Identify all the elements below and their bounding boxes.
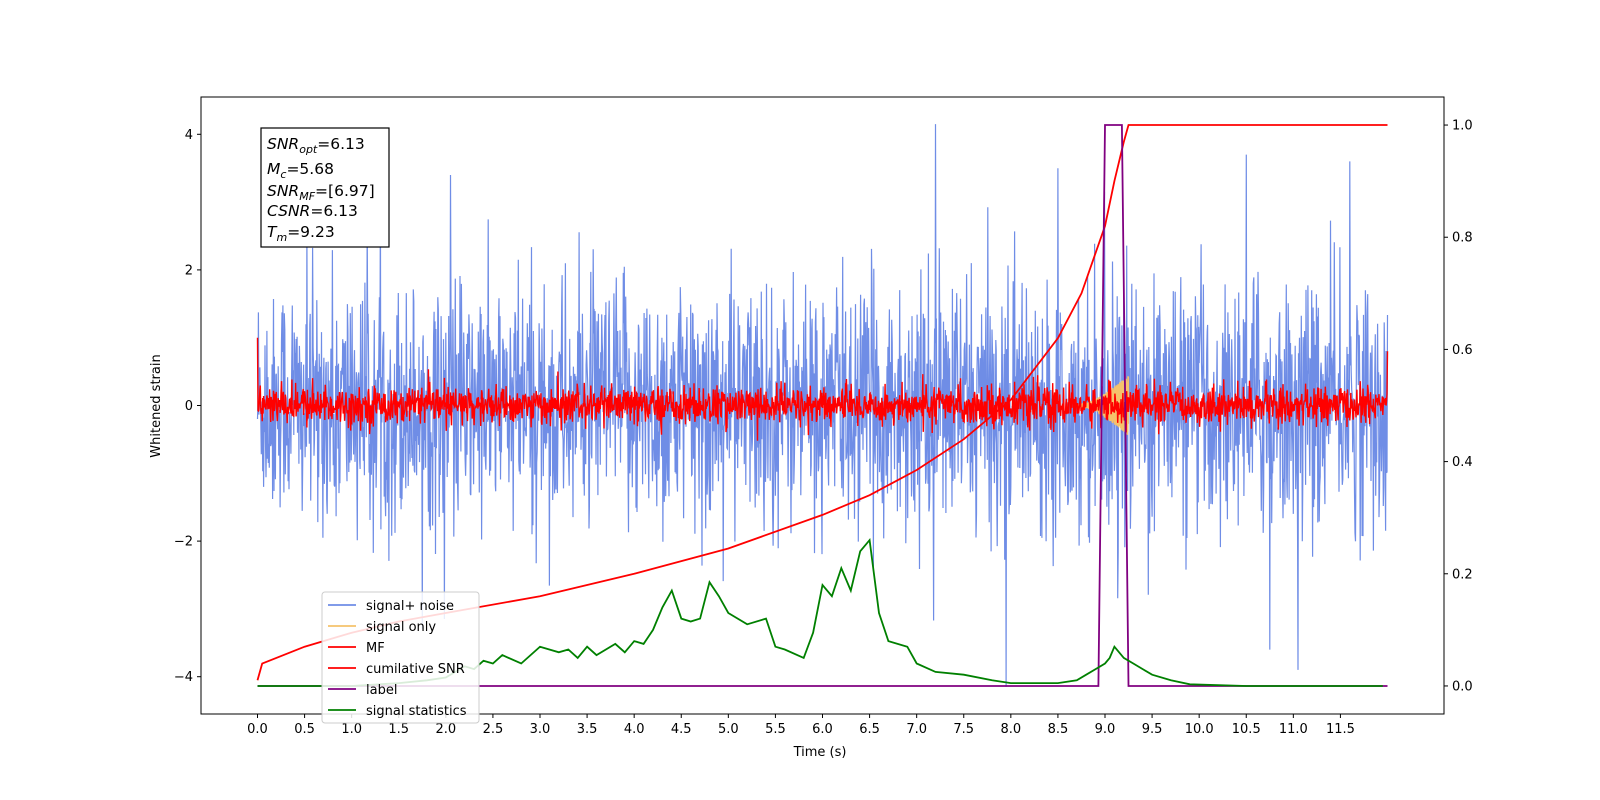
y-tick-label: −2 xyxy=(174,535,193,550)
x-tick-label: 6.5 xyxy=(859,722,880,737)
y-tick-label: 4 xyxy=(185,128,193,143)
legend-item-signal-statistics: signal statistics xyxy=(328,704,467,719)
legend-item-label: label xyxy=(328,683,397,698)
y2-tick-label: 0.6 xyxy=(1452,343,1473,358)
legend-label: MF xyxy=(366,641,385,656)
legend-label: signal+ noise xyxy=(366,599,454,614)
x-tick-label: 6.0 xyxy=(812,722,833,737)
y-axis-label: Whitened strain xyxy=(149,354,164,457)
x-tick-label: 5.0 xyxy=(718,722,739,737)
x-tick-label: 1.5 xyxy=(388,722,409,737)
legend: signal+ noise signal only MF cumilative … xyxy=(321,591,480,724)
y2-tick-label: 0.2 xyxy=(1452,567,1473,582)
x-tick-label: 7.0 xyxy=(906,722,927,737)
x-tick-label: 1.0 xyxy=(341,722,362,737)
x-tick-label: 2.5 xyxy=(483,722,504,737)
legend-box xyxy=(321,591,480,724)
annotation-mc: Mc=5.68 xyxy=(267,160,334,181)
series-mf xyxy=(256,337,1389,441)
x-tick-label: 3.5 xyxy=(577,722,598,737)
x-tick-label: 0.0 xyxy=(247,722,268,737)
legend-item-signal-noise: signal+ noise xyxy=(328,599,454,614)
x-axis: 0.0 0.5 1.0 1.5 2.0 2.5 3.0 3.5 4.0 4.5 5.0 5.5 6.0 6… xyxy=(247,714,1355,737)
series-signal-noise xyxy=(256,124,1389,687)
annotation-tm: Tm=9.23 xyxy=(267,223,335,244)
y-axis-right: 0.0 0.2 0.4 0.6 0.8 1.0 xyxy=(1444,119,1473,694)
annotation-snr-opt: SNRopt=6.13 xyxy=(267,135,365,156)
y2-tick-label: 1.0 xyxy=(1452,119,1473,134)
x-tick-label: 3.0 xyxy=(530,722,551,737)
legend-label: cumilative SNR xyxy=(366,662,465,677)
x-axis-label: Time (s) xyxy=(793,745,847,760)
legend-label: label xyxy=(366,683,397,698)
y2-tick-label: 0.8 xyxy=(1452,231,1473,246)
x-tick-label: 9.0 xyxy=(1095,722,1116,737)
y-tick-label: 0 xyxy=(185,399,193,414)
legend-item-cumilative-snr: cumilative SNR xyxy=(328,662,465,677)
x-tick-label: 11.5 xyxy=(1326,722,1355,737)
legend-item-signal-only: signal only xyxy=(328,620,436,635)
y2-tick-label: 0.4 xyxy=(1452,455,1473,470)
x-tick-label: 0.5 xyxy=(294,722,315,737)
stats-annotation: SNRopt=6.13 Mc=5.68 SNRMF=[6.97] CSNR=6.… xyxy=(260,127,390,248)
x-tick-label: 2.0 xyxy=(435,722,456,737)
annotation-snr-mf: SNRMF=[6.97] xyxy=(267,182,375,203)
legend-label: signal statistics xyxy=(366,704,467,719)
y-axis-left: −4 −2 0 2 4 xyxy=(174,128,201,685)
y-tick-label: −4 xyxy=(174,670,193,685)
annotation-csnr: CSNR=6.13 xyxy=(267,202,358,220)
legend-label: signal only xyxy=(366,620,436,635)
x-tick-label: 4.0 xyxy=(624,722,645,737)
x-tick-label: 9.5 xyxy=(1142,722,1163,737)
stats-annotation-box xyxy=(260,127,390,248)
x-tick-label: 7.5 xyxy=(953,722,974,737)
legend-item-mf: MF xyxy=(328,641,385,656)
x-tick-label: 10.0 xyxy=(1185,722,1214,737)
x-tick-label: 8.5 xyxy=(1048,722,1069,737)
y-tick-label: 2 xyxy=(185,263,193,278)
series-label xyxy=(257,124,1388,687)
series-signal-statistics xyxy=(257,537,1383,687)
x-tick-label: 4.5 xyxy=(671,722,692,737)
x-tick-label: 8.0 xyxy=(1000,722,1021,737)
y2-tick-label: 0.0 xyxy=(1452,679,1473,694)
x-tick-label: 10.5 xyxy=(1232,722,1261,737)
x-tick-label: 5.5 xyxy=(765,722,786,737)
x-tick-label: 11.0 xyxy=(1279,722,1308,737)
